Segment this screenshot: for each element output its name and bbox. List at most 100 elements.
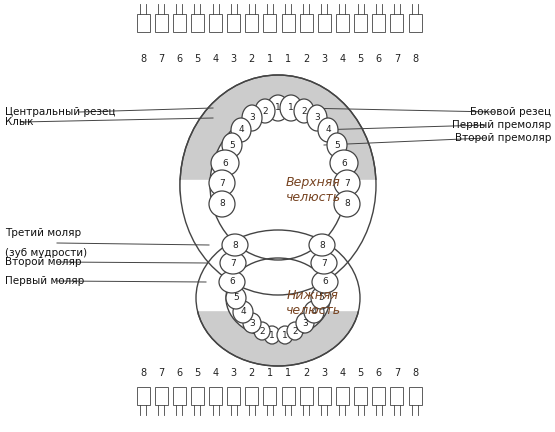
Text: 3: 3 (302, 318, 308, 327)
Ellipse shape (231, 118, 251, 142)
Text: 6: 6 (376, 54, 382, 64)
Text: Центральный резец: Центральный резец (5, 107, 115, 117)
Text: 1: 1 (285, 368, 291, 378)
Text: 6: 6 (376, 368, 382, 378)
Bar (173, 387, 186, 405)
Text: 3: 3 (231, 54, 237, 64)
Text: Второй моляр: Второй моляр (5, 257, 82, 267)
Text: 3: 3 (321, 368, 327, 378)
Bar (155, 14, 168, 32)
Bar (209, 387, 222, 405)
Ellipse shape (287, 322, 303, 340)
Text: 2: 2 (249, 54, 255, 64)
Ellipse shape (243, 313, 261, 333)
Bar (264, 14, 276, 32)
Text: 2: 2 (262, 107, 268, 115)
Ellipse shape (255, 99, 275, 123)
Text: 5: 5 (357, 368, 364, 378)
Text: 4: 4 (340, 54, 346, 64)
Bar (372, 14, 385, 32)
Ellipse shape (280, 95, 302, 121)
Ellipse shape (254, 322, 270, 340)
Ellipse shape (309, 234, 335, 256)
Bar (354, 387, 367, 405)
Text: 5: 5 (229, 140, 235, 149)
Text: 2: 2 (303, 368, 309, 378)
Text: 1: 1 (288, 104, 294, 112)
Text: 4: 4 (325, 126, 331, 134)
Text: Нижняя
челюсть: Нижняя челюсть (285, 289, 341, 317)
Ellipse shape (226, 258, 330, 338)
Ellipse shape (312, 271, 338, 293)
Bar (227, 14, 240, 32)
Bar (180, 180, 376, 310)
Text: 8: 8 (412, 54, 418, 64)
Text: 6: 6 (176, 54, 183, 64)
Text: 3: 3 (249, 114, 255, 123)
Text: Боковой резец: Боковой резец (470, 107, 551, 117)
Ellipse shape (196, 230, 360, 366)
Ellipse shape (211, 150, 239, 176)
Text: Клык: Клык (5, 117, 33, 127)
Bar (245, 14, 258, 32)
Ellipse shape (209, 170, 235, 196)
Text: 7: 7 (158, 368, 164, 378)
Text: 2: 2 (303, 54, 309, 64)
Ellipse shape (311, 287, 331, 309)
Text: 4: 4 (213, 368, 219, 378)
Text: 1: 1 (269, 330, 275, 340)
Text: 5: 5 (233, 293, 239, 302)
Ellipse shape (226, 287, 246, 309)
Ellipse shape (304, 301, 324, 323)
Ellipse shape (222, 234, 248, 256)
Bar (300, 14, 312, 32)
Bar (173, 14, 186, 32)
Bar (191, 14, 204, 32)
Text: Второй премоляр: Второй премоляр (455, 133, 551, 143)
Bar (300, 387, 312, 405)
Ellipse shape (334, 170, 360, 196)
Bar (155, 387, 168, 405)
Text: 5: 5 (334, 140, 340, 149)
Bar (318, 14, 331, 32)
Bar (408, 387, 421, 405)
Text: 8: 8 (232, 241, 238, 250)
Ellipse shape (233, 301, 253, 323)
Bar (191, 387, 204, 405)
Ellipse shape (242, 105, 262, 131)
Bar (196, 225, 360, 308)
Text: 6: 6 (322, 277, 328, 286)
Text: Первый премоляр: Первый премоляр (452, 120, 551, 130)
Text: 5: 5 (194, 54, 200, 64)
Bar (318, 387, 331, 405)
Text: 1: 1 (285, 54, 291, 64)
Text: 7: 7 (219, 178, 225, 187)
Bar (336, 387, 349, 405)
Bar (245, 387, 258, 405)
Text: 2: 2 (292, 327, 298, 336)
Ellipse shape (318, 118, 338, 142)
Text: 7: 7 (230, 258, 236, 267)
Text: 2: 2 (301, 107, 307, 115)
Text: Первый моляр: Первый моляр (5, 276, 84, 286)
Text: 1: 1 (267, 54, 273, 64)
Ellipse shape (327, 133, 347, 157)
Text: (зуб мудрости): (зуб мудрости) (5, 248, 87, 258)
Ellipse shape (264, 326, 280, 344)
Text: 1: 1 (267, 368, 273, 378)
Ellipse shape (180, 75, 376, 295)
Bar (227, 387, 240, 405)
Text: 3: 3 (321, 54, 327, 64)
Text: 1: 1 (275, 104, 281, 112)
Text: 5: 5 (318, 293, 324, 302)
Text: 5: 5 (357, 54, 364, 64)
Ellipse shape (209, 191, 235, 217)
Bar (264, 387, 276, 405)
Text: 7: 7 (321, 258, 327, 267)
Ellipse shape (330, 150, 358, 176)
Ellipse shape (219, 271, 245, 293)
Bar (336, 14, 349, 32)
Text: 8: 8 (412, 368, 418, 378)
Text: 7: 7 (344, 178, 350, 187)
Bar (209, 14, 222, 32)
